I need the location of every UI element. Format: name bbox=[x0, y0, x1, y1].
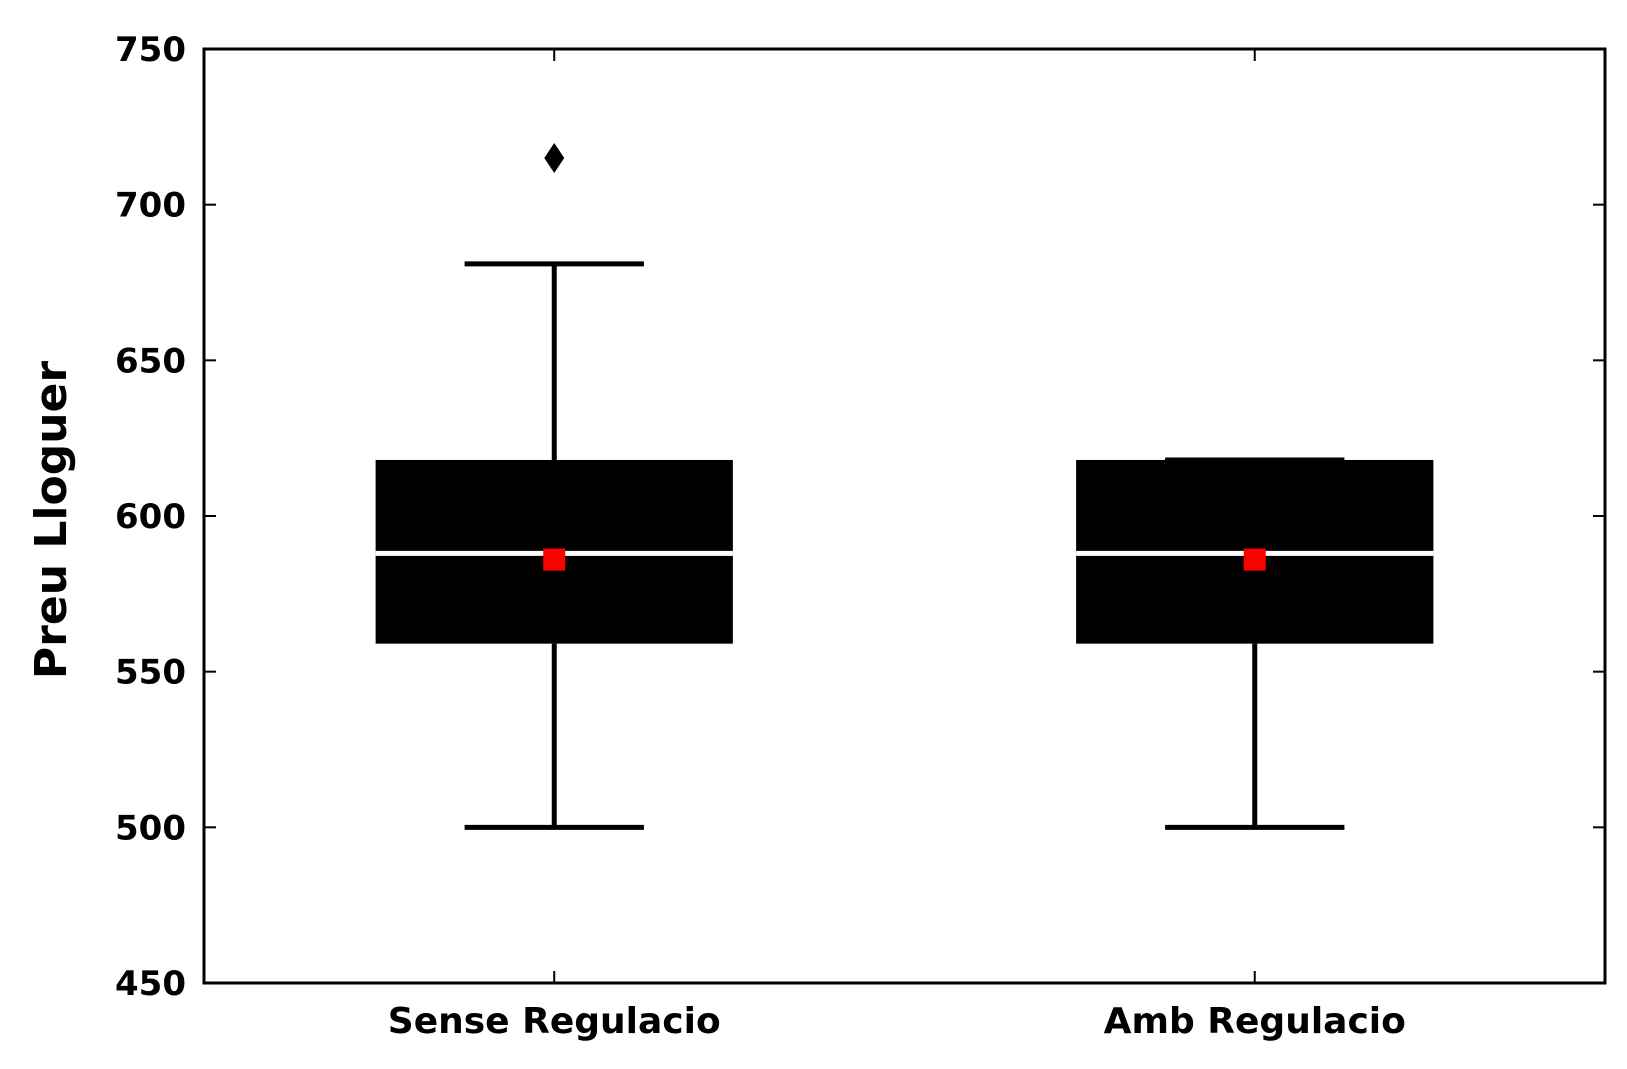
plot-frame bbox=[202, 47, 1607, 985]
y-tick-label: 450 bbox=[115, 964, 186, 1004]
y-tick-label: 550 bbox=[115, 653, 186, 693]
outlier-marker bbox=[544, 142, 565, 173]
y-tick-label: 600 bbox=[115, 497, 186, 537]
mean-marker bbox=[543, 548, 566, 571]
mean-marker bbox=[1243, 548, 1266, 571]
y-axis-title: Preu Lloguer bbox=[26, 361, 77, 679]
y-axis-ticks: 450 500 550 600 650 700 750 bbox=[115, 30, 1605, 1004]
y-tick-label: 650 bbox=[115, 341, 186, 381]
x-category-label: Sense Regulacio bbox=[388, 1001, 721, 1042]
x-axis-categories: Sense Regulacio Amb Regulacio bbox=[388, 49, 1406, 1042]
box-group bbox=[375, 142, 733, 830]
box-group bbox=[1076, 457, 1434, 830]
y-tick-label: 750 bbox=[115, 30, 186, 70]
x-category-label: Amb Regulacio bbox=[1104, 1001, 1406, 1042]
y-tick-label: 700 bbox=[115, 186, 186, 226]
y-tick-label: 500 bbox=[115, 808, 186, 848]
boxes-group bbox=[375, 142, 1434, 830]
